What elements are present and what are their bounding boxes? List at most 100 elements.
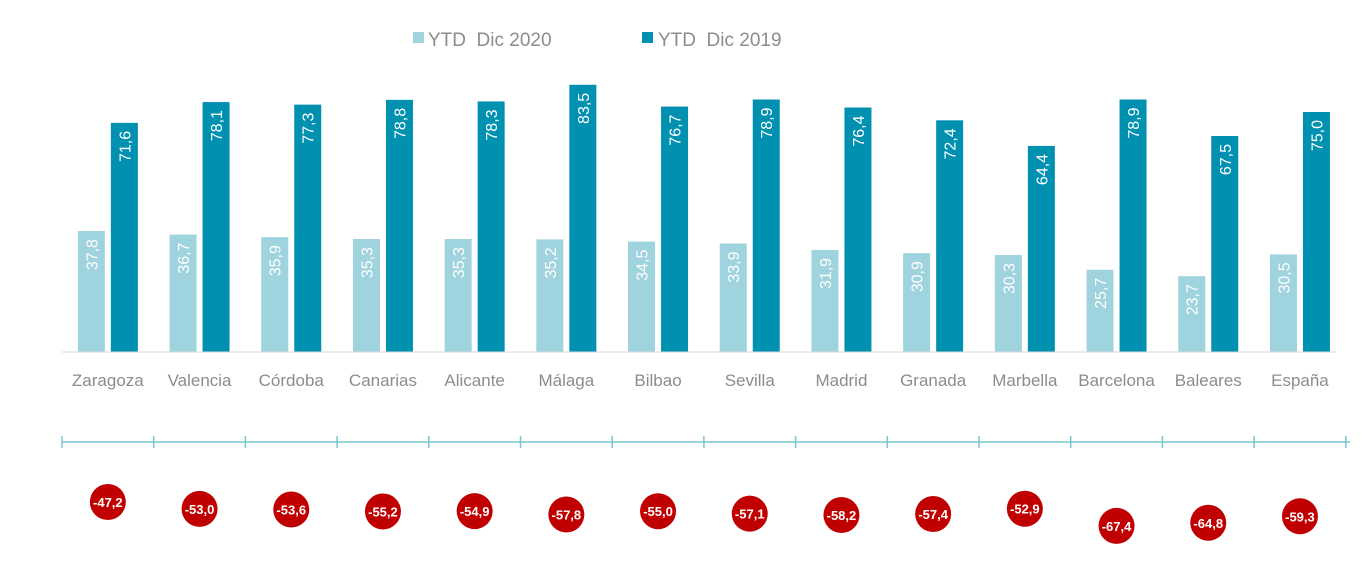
variation-bubble-madrid — [823, 496, 860, 533]
value-label-2019-baleares: 67,5 — [1218, 144, 1235, 175]
bar-2019-malaga — [569, 84, 597, 353]
category-label-baleares: Baleares — [1175, 371, 1242, 390]
variation-bubble-barcelona — [1098, 507, 1135, 544]
variation-label-granada: -57,4 — [918, 507, 948, 522]
category-label-malaga: Málaga — [538, 371, 594, 390]
bar-2020-madrid — [811, 249, 839, 352]
category-label-barcelona: Barcelona — [1078, 371, 1155, 390]
bar-2020-marbella — [994, 255, 1022, 352]
variation-label-zaragoza: -47,2 — [93, 495, 123, 510]
value-label-2019-zaragoza: 71,6 — [117, 131, 134, 162]
variation-bubble-zaragoza — [89, 484, 126, 520]
timeline-axis — [61, 436, 1350, 448]
category-label-zaragoza: Zaragoza — [72, 371, 144, 390]
bar-2019-bilbao — [661, 106, 689, 352]
bar-2020-barcelona — [1086, 269, 1114, 352]
value-label-2020-espana: 30,5 — [1276, 262, 1293, 293]
bar-2020-valencia — [169, 234, 197, 352]
variation-label-sevilla: -57,1 — [735, 507, 765, 522]
category-label-granada: Granada — [900, 371, 967, 390]
category-label-marbella: Marbella — [992, 371, 1058, 390]
variation-bubble-valencia — [181, 490, 218, 527]
variation-bubble-canarias — [364, 493, 401, 530]
value-label-2019-granada: 72,4 — [943, 128, 960, 159]
bar-2020-sevilla — [719, 243, 747, 352]
bar-2019-granada — [936, 120, 964, 352]
variation-bubble-granada — [915, 496, 952, 533]
category-label-bilbao: Bilbao — [634, 371, 681, 390]
variation-label-malaga: -57,8 — [552, 508, 582, 523]
variation-label-espana: -59,3 — [1285, 509, 1315, 524]
bar-2020-espana — [1269, 254, 1297, 352]
variation-bubble-baleares — [1190, 504, 1227, 541]
value-label-2019-valencia: 78,1 — [209, 110, 226, 141]
variation-bubble-sevilla — [731, 495, 768, 532]
variation-label-marbella: -52,9 — [1010, 502, 1040, 517]
value-label-2020-madrid: 31,9 — [818, 258, 835, 289]
value-label-2019-espana: 75,0 — [1309, 120, 1326, 151]
value-label-2019-cordoba: 77,3 — [301, 113, 318, 144]
value-label-2019-sevilla: 78,9 — [759, 107, 776, 138]
bar-2020-canarias — [352, 239, 380, 352]
variation-bubble-alicante — [456, 493, 493, 530]
bar-2019-barcelona — [1119, 99, 1147, 353]
value-label-2020-alicante: 35,3 — [451, 247, 468, 278]
variation-bubble-malaga — [548, 496, 585, 533]
value-label-2020-marbella: 30,3 — [1001, 263, 1018, 294]
bars-group: 37,8 71,6 36,7 78,1 35,9 77,3 35,3 78,8 35,3 78,3… — [77, 84, 1330, 353]
value-label-2020-zaragoza: 37,8 — [84, 239, 101, 270]
value-label-2019-bilbao: 76,7 — [668, 114, 685, 145]
category-label-valencia: Valencia — [168, 371, 232, 390]
variation-bubble-espana — [1281, 498, 1318, 535]
bar-2019-alicante — [477, 101, 505, 352]
category-label-cordoba: Córdoba — [259, 371, 325, 390]
bar-2019-espana — [1302, 112, 1330, 352]
legend-label-2019: YTD Dic 2019 — [658, 30, 782, 51]
variation-bubble-marbella — [1006, 490, 1043, 527]
bar-2019-baleares — [1211, 136, 1239, 352]
value-label-2020-sevilla: 33,9 — [726, 251, 743, 282]
variation-bubble-cordoba — [273, 491, 310, 528]
value-label-2019-marbella: 64,4 — [1034, 154, 1051, 185]
variation-label-bilbao: -55,0 — [643, 504, 673, 519]
variation-bubble-bilbao — [640, 493, 677, 530]
value-label-2020-cordoba: 35,9 — [268, 245, 285, 276]
bar-2019-marbella — [1027, 145, 1055, 352]
value-label-2020-barcelona: 25,7 — [1093, 278, 1110, 309]
bar-2019-cordoba — [294, 104, 322, 352]
bar-2019-canarias — [385, 99, 413, 352]
legend-swatch-2020 — [413, 32, 424, 43]
bar-2020-granada — [903, 253, 931, 352]
category-label-canarias: Canarias — [349, 371, 417, 390]
value-label-2020-baleares: 23,7 — [1185, 284, 1202, 315]
legend: YTD Dic 2020 YTD Dic 2019 — [413, 30, 782, 51]
value-label-2020-bilbao: 34,5 — [635, 249, 652, 280]
legend-swatch-2019 — [642, 32, 653, 43]
bar-2019-valencia — [202, 102, 230, 352]
bar-2020-bilbao — [628, 241, 656, 352]
value-label-2019-barcelona: 78,9 — [1126, 107, 1143, 138]
category-label-sevilla: Sevilla — [725, 371, 776, 390]
bar-2020-cordoba — [261, 237, 289, 352]
bar-2019-zaragoza — [110, 122, 138, 352]
bar-2020-alicante — [444, 239, 472, 352]
category-label-alicante: Alicante — [444, 371, 504, 390]
variation-label-madrid: -58,2 — [827, 508, 857, 523]
variation-label-barcelona: -67,4 — [1102, 519, 1132, 534]
variation-label-cordoba: -53,6 — [276, 503, 306, 518]
value-label-2019-canarias: 78,8 — [392, 108, 409, 139]
category-label-madrid: Madrid — [815, 371, 867, 390]
value-label-2019-madrid: 76,4 — [851, 115, 868, 146]
bar-2019-madrid — [844, 107, 872, 353]
bar-2020-malaga — [536, 239, 564, 352]
value-label-2020-canarias: 35,3 — [359, 247, 376, 278]
bar-2020-baleares — [1178, 276, 1206, 352]
category-labels: Zaragoza Valencia Córdoba Canarias Alicante M… — [72, 371, 1329, 390]
value-label-2020-valencia: 36,7 — [176, 242, 193, 273]
value-label-2020-malaga: 35,2 — [543, 247, 560, 278]
value-label-2019-alicante: 78,3 — [484, 109, 501, 140]
variation-label-alicante: -54,9 — [460, 504, 490, 519]
bar-2020-zaragoza — [77, 231, 105, 352]
value-label-2019-malaga: 83,5 — [576, 93, 593, 124]
